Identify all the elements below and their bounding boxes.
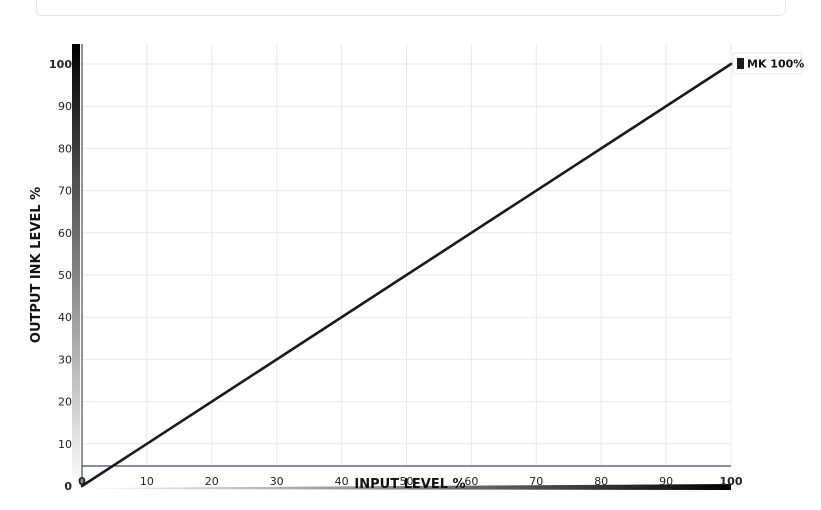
y-tick-label: 30 [58, 353, 72, 366]
y-gradient-bar [72, 44, 80, 488]
x-axis-title: INPUT LEVEL % [354, 477, 465, 492]
x-tick-label: 70 [529, 475, 543, 488]
legend-label: MK 100% [747, 58, 804, 71]
y-tick-label: 100 [49, 58, 72, 71]
x-gradient-bar [82, 484, 731, 490]
legend-swatch [737, 58, 744, 69]
x-tick-label: 40 [335, 475, 349, 488]
x-tick-label: 10 [140, 475, 154, 488]
y-tick-label: 50 [58, 269, 72, 282]
y-tick-label: 20 [58, 396, 72, 409]
x-tick-label: 0 [78, 475, 86, 488]
y-tick-label: 40 [58, 311, 72, 324]
legend-box [732, 52, 803, 75]
x-tick-label: 30 [270, 475, 284, 488]
x-tick-label: 90 [659, 475, 673, 488]
y-axis-title: OUTPUT INK LEVEL % [29, 187, 44, 343]
y-tick-label: 0 [64, 480, 72, 493]
x-tick-labels: 0 10 20 30 40 50 60 70 80 90 100 [78, 475, 743, 488]
x-tick-label: 50 [400, 475, 414, 488]
grid [82, 44, 732, 466]
x-tick-label: 80 [594, 475, 608, 488]
x-tick-label: 100 [720, 475, 743, 488]
y-tick-label: 60 [58, 227, 72, 240]
x-tick-label: 60 [464, 475, 478, 488]
series-line [80, 62, 733, 488]
x-tick-label: 20 [205, 475, 219, 488]
top-info-panel [36, 0, 786, 16]
y-tick-labels: 0 10 20 30 40 50 60 70 80 90 100 [49, 58, 72, 493]
axes [81, 44, 731, 486]
legend: MK 100% [732, 52, 804, 75]
y-tick-label: 90 [58, 100, 72, 113]
y-tick-label: 80 [58, 142, 72, 155]
series-lines [80, 62, 733, 488]
y-tick-label: 70 [58, 185, 72, 198]
y-tick-label: 10 [58, 438, 72, 451]
